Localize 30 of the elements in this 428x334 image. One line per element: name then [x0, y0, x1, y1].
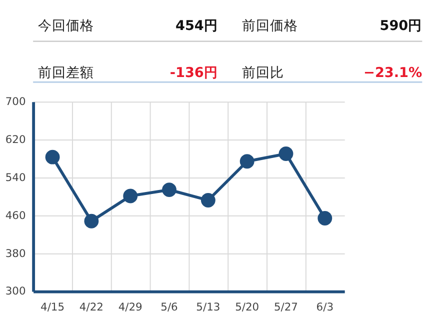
- y-tick-label: 700: [5, 95, 26, 108]
- text: 今回価格: [38, 18, 94, 34]
- point: [318, 211, 332, 226]
- point: [240, 154, 254, 169]
- text: 前回価格: [242, 18, 298, 34]
- x-tick-label: 5/13: [196, 300, 220, 314]
- y-tick-label: 540: [5, 170, 26, 184]
- x-tick-label: 4/29: [118, 300, 143, 314]
- text: 前回比: [242, 64, 284, 81]
- text: 590円: [380, 18, 422, 34]
- point: [200, 193, 216, 208]
- x-tick-label: 6/3: [316, 300, 334, 314]
- point: [84, 214, 99, 228]
- x-tick-label: 5/27: [274, 300, 298, 314]
- point: [278, 146, 294, 161]
- point: [123, 188, 138, 204]
- x-tick-label: 5/20: [235, 300, 260, 314]
- y-tick-label: 300: [5, 284, 26, 298]
- text: −23.1%: [364, 64, 423, 81]
- point: [45, 150, 60, 164]
- text: 454円: [175, 18, 218, 34]
- y-tick-label: 380: [5, 246, 26, 260]
- x-tick-label: 4/15: [40, 300, 65, 314]
- text: 前回差額: [38, 64, 94, 81]
- x-tick-label: 4/22: [79, 300, 104, 314]
- x-tick-label: 5/6: [160, 300, 178, 314]
- y-tick-label: 460: [5, 208, 26, 222]
- y-tick-label: 620: [5, 132, 26, 146]
- text: -136円: [170, 64, 218, 81]
- point: [162, 182, 176, 198]
